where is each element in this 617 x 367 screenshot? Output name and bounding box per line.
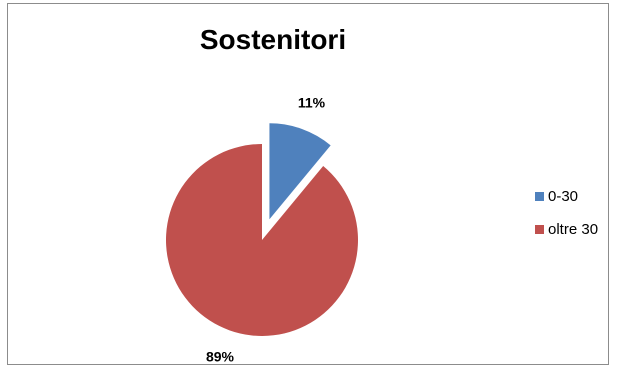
- legend-swatch-oltre-30: [535, 225, 544, 234]
- pie-slice-0-30: [269, 123, 331, 220]
- pie-slice-oltre-30: [165, 144, 358, 336]
- data-label-oltre-30: 89%: [206, 349, 235, 365]
- chart-legend: 0-30 oltre 30: [535, 188, 598, 238]
- legend-swatch-0-30: [535, 192, 544, 201]
- legend-label-oltre-30: oltre 30: [548, 221, 598, 238]
- legend-label-0-30: 0-30: [548, 188, 578, 205]
- data-labels: 11% 89%: [206, 95, 326, 365]
- data-label-0-30: 11%: [298, 95, 326, 111]
- chart-title: Sostenitori: [200, 24, 346, 55]
- pie-chart: Sostenitori 11% 89% 0-30 oltre 30: [165, 24, 598, 365]
- pie-slices: [165, 123, 358, 336]
- chart-frame: Sostenitori 11% 89% 0-30 oltre 30: [7, 3, 609, 365]
